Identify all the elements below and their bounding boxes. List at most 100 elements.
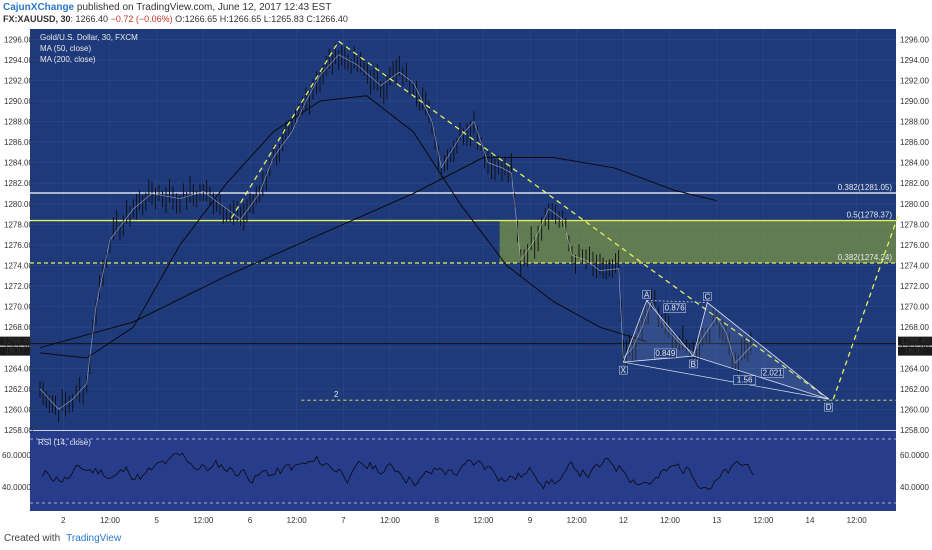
pattern-point-box — [824, 402, 833, 412]
y-tick-left: 1258.00 — [4, 426, 33, 435]
y-tick-right: 1286.00 — [900, 138, 929, 147]
x-tick: 7 — [341, 516, 346, 525]
quote-line: FX:XAUUSD, 30: 1266.40 −0.72 (−0.06%) O:… — [3, 14, 348, 24]
last-price: 1266.40 — [75, 14, 109, 24]
y-tick-right: 1280.00 — [900, 200, 929, 209]
x-tick: 12:00 — [847, 516, 868, 525]
x-tick: 12:00 — [473, 516, 494, 525]
publish-line: CajunXChange published on TradingView.co… — [3, 2, 331, 13]
publish-info: published on TradingView.com, June 12, 2… — [76, 2, 332, 13]
y-tick-right: 1296.00 — [900, 35, 929, 44]
y-tick-left: 1296.00 — [4, 35, 33, 44]
x-tick: 12 — [619, 516, 628, 525]
y-tick-left: 1268.00 — [4, 323, 33, 332]
ohlc-close: C:1266.40 — [306, 14, 348, 24]
y-tick-right: 1282.00 — [900, 179, 929, 188]
y-tick-right: 1268.00 — [900, 323, 929, 332]
y-tick-left: 1294.00 — [4, 56, 33, 65]
y-tick-right: 1258.00 — [900, 426, 929, 435]
pattern-point-box — [642, 290, 651, 299]
y-tick-left: 1270.00 — [4, 303, 33, 312]
x-tick: 12:00 — [753, 516, 774, 525]
pattern-point-label: X — [621, 366, 627, 375]
y-tick-left: 1264.00 — [4, 364, 33, 373]
pattern-ratio-label: 2.021 — [763, 369, 784, 378]
pattern-triangle — [622, 299, 695, 363]
fib-level-label: 0.382(1274.24) — [838, 253, 893, 262]
support-label: 2 — [334, 390, 339, 399]
x-tick: 12:00 — [100, 516, 121, 525]
legend-symbol: Gold/U.S. Dollar, 30, FXCM — [40, 33, 138, 42]
y-tick-left: 1292.00 — [4, 76, 33, 85]
trend-down-dashed — [338, 40, 830, 400]
footer: Created with TradingView — [4, 533, 121, 544]
time-label-left: 16:37 — [5, 347, 26, 356]
time-tag-left — [0, 346, 30, 356]
x-tick: 2 — [61, 516, 66, 525]
ohlc-open: O:1266.65 — [175, 14, 218, 24]
y-tick-right: 1264.00 — [900, 364, 929, 373]
time-label-right: 16:37 — [904, 347, 925, 356]
y-tick-left: 1288.00 — [4, 118, 33, 127]
y-tick-left: 1290.00 — [4, 97, 33, 106]
fib-level-label: 0.382(1281.05) — [838, 183, 893, 192]
rsi-line — [41, 452, 754, 490]
y-tick-right: 1262.00 — [900, 385, 929, 394]
projection-dashed — [832, 213, 900, 400]
created-with: Created with — [4, 533, 61, 544]
pattern-point-label: B — [691, 360, 696, 369]
author-name[interactable]: CajunXChange — [3, 2, 75, 13]
legend-ma200: MA (200, close) — [40, 55, 96, 64]
price-tag-right — [898, 336, 932, 346]
pattern-ratio-box — [654, 348, 677, 359]
x-tick: 12:00 — [567, 516, 588, 525]
y-tick-left: 1262.00 — [4, 385, 33, 394]
price-label-left: 1266.40 — [3, 337, 32, 346]
x-tick: 12:00 — [287, 516, 308, 525]
y-tick-left: 1278.00 — [4, 220, 33, 229]
y-tick-left: 1282.00 — [4, 179, 33, 188]
price-tag-left — [0, 336, 30, 346]
y-tick-right: 1290.00 — [900, 97, 929, 106]
y-tick-right: 1270.00 — [900, 303, 929, 312]
pattern-point-box — [619, 365, 628, 375]
y-tick-left: 1284.00 — [4, 159, 33, 168]
y-tick-right: 1276.00 — [900, 241, 929, 250]
x-tick: 5 — [154, 516, 159, 525]
x-tick: 12:00 — [660, 516, 681, 525]
tradingview-logo[interactable]: TradingView — [66, 533, 122, 544]
pattern-ratio-label: 0.876 — [665, 304, 686, 313]
ohlc-high: H:1266.65 — [219, 14, 262, 24]
y-tick-right: 1284.00 — [900, 159, 929, 168]
x-tick: 6 — [248, 516, 253, 525]
y-tick-right: 1294.00 — [900, 56, 929, 65]
rsi-tick-left: 40.0000 — [2, 483, 31, 492]
y-tick-left: 1280.00 — [4, 200, 33, 209]
pattern-ratio-box — [733, 375, 756, 385]
pattern-point-label: C — [704, 293, 710, 302]
y-tick-right: 1260.00 — [900, 405, 929, 414]
rsi-pane — [30, 431, 896, 511]
y-tick-right: 1274.00 — [900, 261, 929, 270]
pattern-ratio-box — [663, 303, 686, 313]
rsi-tick-right: 60.0000 — [900, 451, 929, 460]
fib-level-label: 0.5(1278.37) — [847, 211, 893, 220]
ma200-line — [39, 157, 717, 349]
rsi-tick-left: 60.0000 — [2, 451, 31, 460]
y-tick-left: 1276.00 — [4, 241, 33, 250]
x-tick: 8 — [434, 516, 439, 525]
pattern-xd-line — [623, 361, 829, 400]
y-tick-left: 1272.00 — [4, 282, 33, 291]
pattern-point-label: A — [644, 290, 650, 299]
rsi-tick-right: 40.0000 — [900, 483, 929, 492]
trend-up-dashed — [230, 40, 340, 219]
ohlc-low: L:1265.83 — [263, 14, 304, 24]
pattern-ratio-box — [761, 368, 784, 378]
x-tick: 13 — [712, 516, 721, 525]
time-tag-right — [898, 346, 932, 356]
y-tick-right: 1272.00 — [900, 282, 929, 291]
x-tick: 14 — [806, 516, 815, 525]
x-tick: 9 — [528, 516, 533, 525]
pattern-ratio-label: 0.849 — [655, 349, 676, 358]
